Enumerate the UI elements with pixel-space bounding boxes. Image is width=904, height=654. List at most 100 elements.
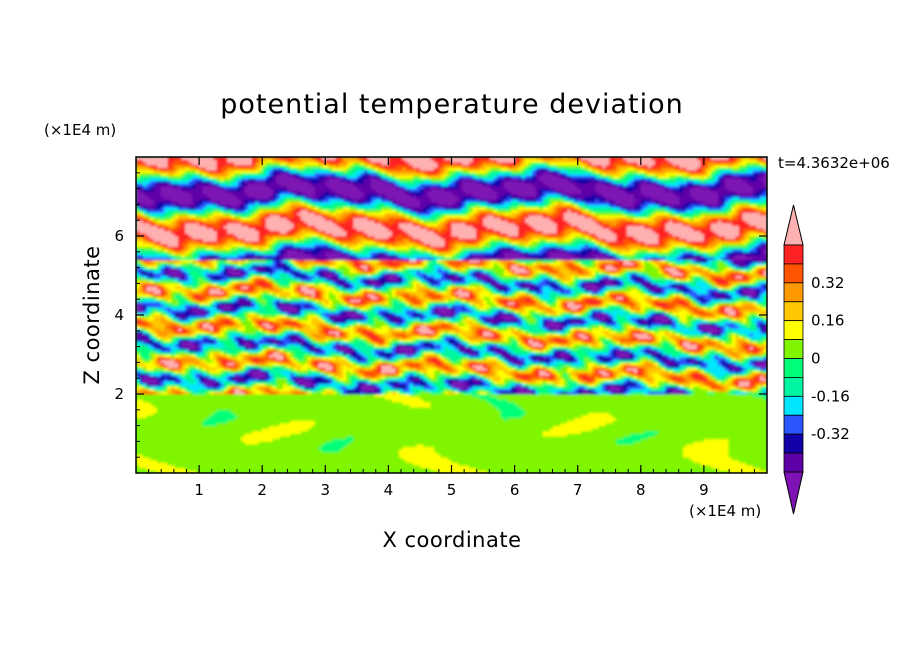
field-cell — [185, 348, 190, 353]
field-cell — [542, 298, 547, 303]
field-cell — [493, 309, 498, 313]
field-cell — [230, 369, 239, 374]
field-cell — [528, 311, 533, 316]
field-cell — [602, 340, 614, 345]
field-cell — [574, 327, 582, 332]
field-cell — [335, 333, 340, 337]
field-cell — [321, 375, 326, 379]
field-cell — [332, 390, 337, 395]
field-cell — [335, 369, 340, 374]
field-cell — [437, 306, 449, 311]
field-cell — [377, 333, 382, 337]
field-cell — [619, 388, 624, 392]
field-cell — [251, 343, 256, 347]
field-cell — [511, 298, 526, 303]
field-cell — [276, 377, 288, 382]
field-cell — [213, 327, 218, 332]
field-cell — [675, 306, 687, 311]
field-cell — [241, 346, 246, 350]
field-cell — [724, 319, 733, 324]
field-cell — [181, 364, 186, 369]
field-cell — [188, 364, 197, 369]
field-cell — [493, 333, 498, 337]
field-cell — [209, 309, 221, 313]
field-cell — [462, 362, 467, 366]
field-cell — [703, 296, 716, 300]
field-cell — [381, 283, 386, 287]
field-cell — [581, 283, 586, 287]
field-cell — [700, 317, 705, 321]
field-cell — [710, 298, 733, 303]
field-cell — [626, 364, 635, 369]
field-cell — [532, 385, 537, 390]
field-cell — [290, 325, 298, 329]
field-cell — [160, 285, 165, 290]
field-cell — [395, 322, 404, 326]
field-cell — [440, 367, 446, 371]
field-cell — [178, 369, 183, 374]
field-cell — [416, 390, 421, 395]
field-cell — [195, 285, 200, 290]
field-cell — [353, 325, 358, 329]
field-cell — [518, 333, 526, 337]
field-cell — [640, 325, 645, 329]
field-cell — [276, 296, 281, 300]
field-cell — [675, 346, 680, 350]
field-cell — [721, 309, 726, 313]
field-cell — [412, 390, 418, 395]
field-cell — [227, 351, 239, 355]
field-cell — [567, 322, 586, 326]
field-cell — [409, 383, 414, 387]
field-cell — [665, 335, 670, 340]
field-cell — [430, 375, 435, 379]
field-cell — [181, 304, 186, 308]
field-cell — [630, 319, 635, 324]
field-cell — [507, 346, 512, 350]
field-cell — [290, 364, 302, 369]
field-cell — [353, 343, 368, 347]
field-cell — [192, 309, 204, 313]
field-cell — [528, 309, 537, 313]
field-cell — [493, 348, 505, 353]
field-cell — [749, 383, 754, 387]
field-cell — [605, 422, 767, 426]
field-cell — [377, 293, 382, 297]
field-cell — [426, 304, 432, 308]
field-cell — [146, 467, 186, 471]
field-cell — [374, 327, 389, 332]
field-cell — [339, 283, 344, 287]
field-cell — [349, 283, 354, 287]
field-cell — [500, 330, 512, 334]
field-cell — [423, 283, 428, 287]
field-cell — [619, 346, 624, 350]
field-cell — [332, 298, 340, 303]
field-cell — [581, 348, 596, 353]
field-cell — [339, 298, 344, 303]
field-cell — [654, 356, 659, 361]
field-cell — [612, 346, 621, 350]
field-cell — [728, 451, 767, 455]
field-cell — [164, 322, 172, 326]
field-cell — [342, 372, 347, 376]
field-cell — [570, 385, 575, 390]
field-cell — [577, 330, 582, 334]
field-cell — [290, 319, 298, 324]
field-cell — [433, 309, 439, 313]
field-cell — [167, 309, 186, 313]
field-cell — [689, 364, 698, 369]
field-cell — [297, 385, 302, 390]
field-cell — [451, 364, 456, 369]
field-cell — [206, 383, 218, 387]
field-cell — [290, 333, 298, 337]
field-cell — [721, 296, 726, 300]
field-cell — [216, 362, 221, 366]
field-cell — [398, 454, 442, 458]
field-cell — [367, 335, 372, 340]
field-cell — [469, 314, 474, 319]
field-cell — [486, 325, 491, 329]
field-cell — [143, 356, 151, 361]
field-cell — [318, 317, 323, 321]
field-cell — [181, 383, 204, 387]
field-cell — [672, 383, 677, 387]
field-cell — [542, 338, 551, 342]
